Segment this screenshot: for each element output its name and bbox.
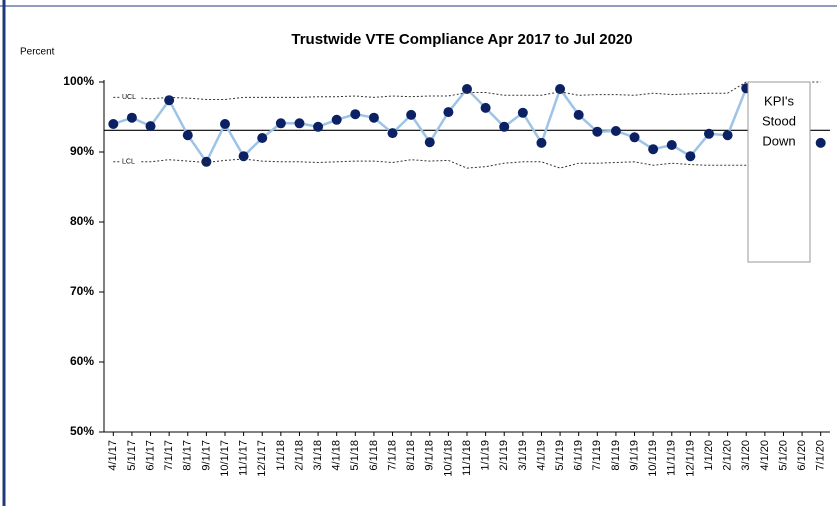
x-tick-label: 7/1/18 [386,440,398,471]
annotation-text: Down [762,133,795,148]
annotation: KPI's Stood Down [747,81,811,263]
data-point [108,119,119,129]
data-point [722,130,733,141]
x-tick-label: 5/1/19 [554,440,566,471]
chart-title: Trustwide VTE Compliance Apr 2017 to Jul… [291,31,632,48]
x-tick-label: 8/1/18 [405,440,417,471]
x-tick-label: 10/1/18 [442,440,454,477]
data-point [220,119,230,129]
x-tick-label: 7/1/20 [815,440,827,471]
x-tick-label: 9/1/19 [628,440,640,471]
data-point [629,132,640,143]
x-tick-label: 12/1/17 [256,440,268,477]
x-tick-label: 9/1/17 [200,440,212,471]
data-point [499,121,510,132]
x-tick-label: 1/1/20 [703,440,715,471]
data-point [517,107,528,118]
data-point [610,126,621,136]
data-point [182,130,193,141]
y-tick-label: 50% [70,424,94,438]
x-tick-label: 11/1/18 [461,440,473,476]
data-point [555,84,566,94]
data-point [126,112,137,123]
x-tick-label: 3/1/20 [740,440,752,471]
x-tick-label: 4/1/17 [107,440,119,471]
data-point [350,109,361,120]
data-point [368,112,379,123]
data-point [275,118,286,129]
y-axis-title: Percent [20,47,55,58]
limit-label: LCL [122,159,135,166]
x-tick-label: 6/1/17 [144,440,156,471]
data-point [145,121,156,132]
x-tick-label: 12/1/19 [684,440,696,477]
x-tick-label: 10/1/19 [647,440,659,477]
y-tick-label: 60% [70,354,94,368]
x-tick-label: 2/1/20 [722,440,734,471]
x-tick-label: 4/1/19 [535,440,547,471]
limit-label-bg [120,93,140,102]
x-tick-label: 4/1/18 [331,440,343,471]
data-point [331,114,342,125]
data-point [536,137,547,148]
data-point [238,151,249,162]
x-tick-label: 5/1/20 [777,440,789,471]
x-tick-label: 8/1/17 [182,440,194,471]
x-tick-label: 1/1/18 [275,440,287,471]
data-point [424,137,435,148]
data-point [257,133,268,143]
data-point [480,102,491,113]
data-point [294,118,305,129]
y-tick-label: 80% [70,214,94,228]
x-tick-label: 6/1/20 [796,440,808,471]
data-point [164,95,175,106]
x-tick-label: 7/1/17 [163,440,175,471]
x-tick-label: 11/1/17 [238,440,250,476]
y-tick-label: 100% [63,74,94,88]
x-tick-label: 8/1/19 [610,440,622,471]
x-tick-label: 5/1/17 [126,440,138,471]
data-point [313,121,324,132]
x-tick-label: 9/1/18 [424,440,436,471]
data-point [406,109,417,120]
annotation-text: KPI's [764,93,794,108]
data-point [648,144,659,155]
limit-label-bg [120,157,140,166]
x-tick-label: 2/1/18 [293,440,305,471]
data-point [462,84,472,94]
data-point [704,128,714,139]
x-tick-label: 10/1/17 [219,440,231,477]
data-point [666,140,677,150]
data-point [573,109,584,120]
annotation-box [747,81,811,263]
data-point [685,151,696,162]
x-tick-label: 7/1/19 [591,440,603,471]
x-tick-label: 6/1/18 [368,440,380,471]
x-tick-label: 3/1/19 [517,440,529,471]
x-tick-label: 1/1/19 [480,440,492,471]
data-point [592,126,603,137]
x-tick-label: 11/1/19 [666,440,678,476]
data-point [201,156,212,167]
data-point [815,137,826,148]
x-tick-label: 2/1/19 [498,440,510,471]
limit-label: UCL [122,94,136,101]
y-tick-label: 90% [70,144,94,158]
annotation-text: Stood [762,113,796,128]
x-tick-label: 4/1/20 [759,440,771,471]
x-tick-label: 3/1/18 [312,440,324,471]
y-tick-label: 70% [70,284,94,298]
x-tick-label: 6/1/19 [573,440,585,471]
data-point [387,128,398,139]
x-tick-label: 5/1/18 [349,440,361,471]
data-point [443,107,454,118]
